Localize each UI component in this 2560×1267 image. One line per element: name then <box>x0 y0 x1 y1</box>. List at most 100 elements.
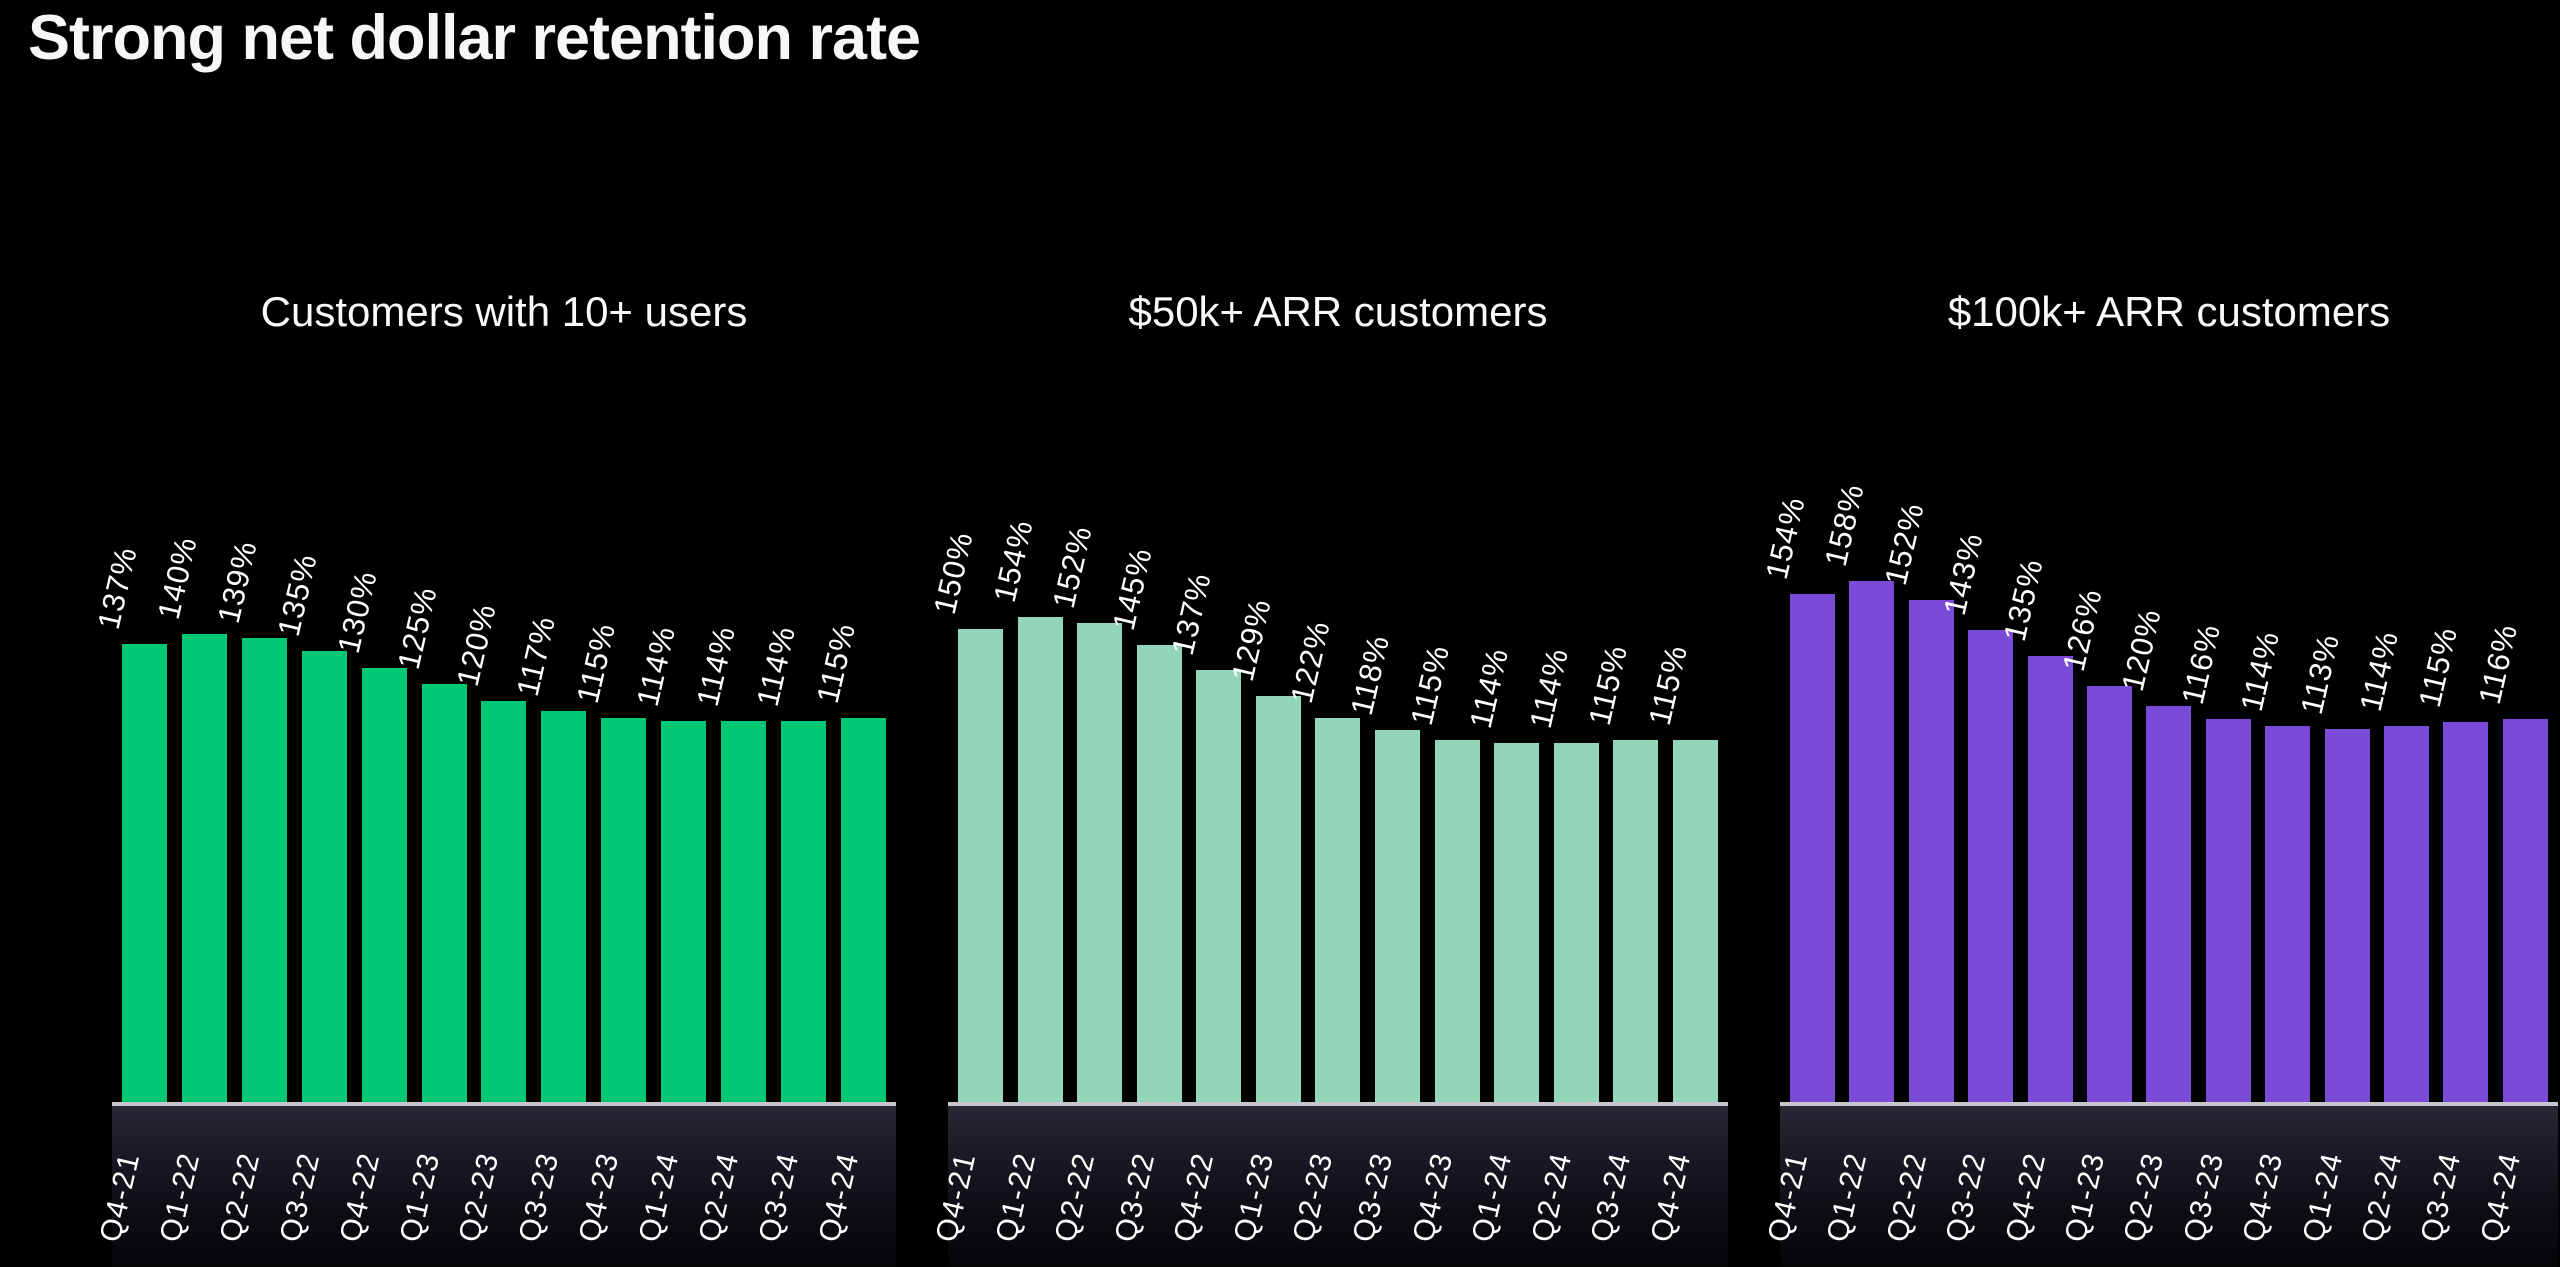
bar-slot: 152% Q2-22 <box>1878 499 1954 1245</box>
bar-value-label: 114% <box>749 622 803 710</box>
bar <box>421 684 467 1102</box>
bar <box>1553 743 1599 1102</box>
bars-group: 150% Q4-21 154% Q1-22 152% Q2-22 145% Q3-22 137%… <box>927 516 1728 1245</box>
bar-slot: 114% Q2-24 <box>690 623 767 1245</box>
bar-slot: 152% Q2-22 <box>1046 522 1123 1245</box>
x-axis-panel <box>1780 1106 2558 1267</box>
bar-value-label: 120% <box>2115 605 2169 695</box>
bar-slot: 116% Q3-23 <box>2175 621 2251 1245</box>
bar <box>2087 686 2133 1102</box>
bar <box>2146 706 2192 1102</box>
bar-slot: 114% Q3-24 <box>750 623 826 1245</box>
bar <box>1968 630 2014 1102</box>
bar <box>2443 722 2489 1102</box>
bar <box>1434 740 1480 1102</box>
bar-value-label: 152% <box>1877 499 1931 589</box>
bar <box>1849 581 1895 1102</box>
bar <box>601 718 647 1102</box>
bar-value-label: 150% <box>926 528 980 618</box>
bar-slot: 145% Q3-22 <box>1106 544 1182 1245</box>
chart-100k-arr-customers: $100k+ ARR customers 154% Q4-21 158% Q1-22 1… <box>1759 0 2558 1267</box>
bar-slot: 116% Q4-24 <box>2472 621 2548 1245</box>
axis-baseline <box>948 1102 1728 1106</box>
bar-slot: 114% Q4-23 <box>2234 628 2311 1245</box>
bar-value-label: 115% <box>1641 641 1695 729</box>
bar-slot: 115% Q4-24 <box>1642 642 1718 1245</box>
chart-customers-10plus-users: Customers with 10+ users 137% Q4-21 140% Q1… <box>91 0 896 1267</box>
bar <box>361 668 407 1102</box>
bar-slot: 113% Q1-24 <box>2294 631 2370 1245</box>
bar <box>1375 730 1421 1102</box>
bar <box>1255 696 1301 1102</box>
bar <box>1613 740 1659 1102</box>
bar-value-label: 154% <box>1758 493 1812 583</box>
bar <box>2205 719 2251 1102</box>
bar-slot: 150% Q4-21 <box>927 528 1003 1245</box>
bar-slot: 114% Q2-24 <box>1523 645 1599 1245</box>
bar <box>1908 600 1954 1102</box>
bar-value-label: 145% <box>1105 544 1159 634</box>
bar-slot: 114% Q2-24 <box>2353 628 2430 1245</box>
chart-title: $100k+ ARR customers <box>1947 288 2391 335</box>
bar-value-label: 114% <box>1522 644 1575 732</box>
bar <box>301 651 347 1102</box>
bar <box>541 711 587 1102</box>
bar <box>1017 617 1063 1102</box>
bar <box>1077 623 1123 1102</box>
bar-value-label: 125% <box>390 583 444 673</box>
bar-slot: 120% Q2-23 <box>2115 605 2192 1245</box>
bar-value-label: 130% <box>330 567 384 657</box>
bar-value-label: 137% <box>1165 569 1218 659</box>
bar <box>1494 743 1540 1102</box>
x-axis-panel <box>112 1106 896 1267</box>
bar-value-label: 116% <box>2471 620 2525 708</box>
bar-slot: 122% Q2-23 <box>1284 617 1361 1245</box>
bar-value-label: 115% <box>1403 641 1456 729</box>
bar <box>661 721 707 1102</box>
bar-slot: 114% Q1-24 <box>630 623 707 1245</box>
bar-slot: 114% Q1-24 <box>1463 645 1540 1245</box>
bar-slot: 140% Q1-22 <box>151 533 227 1245</box>
bar <box>840 718 886 1102</box>
bar-value-label: 113% <box>2293 630 2346 718</box>
bar <box>481 701 527 1102</box>
bar-value-label: 158% <box>1818 480 1872 570</box>
bar-value-label: 115% <box>809 619 863 707</box>
bar-value-label: 115% <box>2412 623 2465 711</box>
bar-slot: 137% Q4-21 <box>91 543 167 1245</box>
page-title: Strong net dollar retention rate <box>28 3 921 73</box>
bar <box>181 634 227 1102</box>
bar-value-label: 137% <box>90 543 144 633</box>
bar-slot: 135% Q3-22 <box>271 550 347 1245</box>
bar-slot: 118% Q3-23 <box>1344 632 1421 1245</box>
bar-value-label: 116% <box>2174 620 2228 708</box>
bar <box>721 721 767 1102</box>
bar-value-label: 139% <box>210 537 264 627</box>
bars-group: 154% Q4-21 158% Q1-22 152% Q2-22 143% Q3-22 135%… <box>1759 480 2558 1245</box>
bar <box>1672 740 1718 1102</box>
bar-slot: 115% Q3-24 <box>2412 624 2489 1245</box>
bar <box>241 638 287 1102</box>
bar <box>1196 670 1242 1102</box>
bar <box>2027 656 2073 1102</box>
bar-value-label: 114% <box>2234 627 2287 715</box>
bar <box>2384 726 2430 1102</box>
bar-value-label: 129% <box>1224 595 1278 685</box>
bar-slot: 158% Q1-22 <box>1818 480 1895 1245</box>
bar-value-label: 120% <box>450 600 504 690</box>
bar-slot: 125% Q1-23 <box>390 583 467 1245</box>
bar-value-label: 118% <box>1343 631 1397 719</box>
bar-slot: 143% Q3-22 <box>1937 529 2014 1245</box>
bar <box>958 629 1003 1102</box>
bar-value-label: 114% <box>630 622 683 710</box>
bar-value-label: 114% <box>689 622 743 710</box>
bar <box>2265 726 2311 1102</box>
bar-value-label: 114% <box>1463 644 1516 732</box>
bar <box>122 644 167 1102</box>
bar <box>2502 719 2548 1102</box>
bar <box>780 721 826 1102</box>
bar-slot: 126% Q1-23 <box>2056 585 2133 1245</box>
chart-50k-arr-customers: $50k+ ARR customers 150% Q4-21 154% Q1-22 15… <box>927 0 1728 1267</box>
bar <box>1136 645 1182 1102</box>
